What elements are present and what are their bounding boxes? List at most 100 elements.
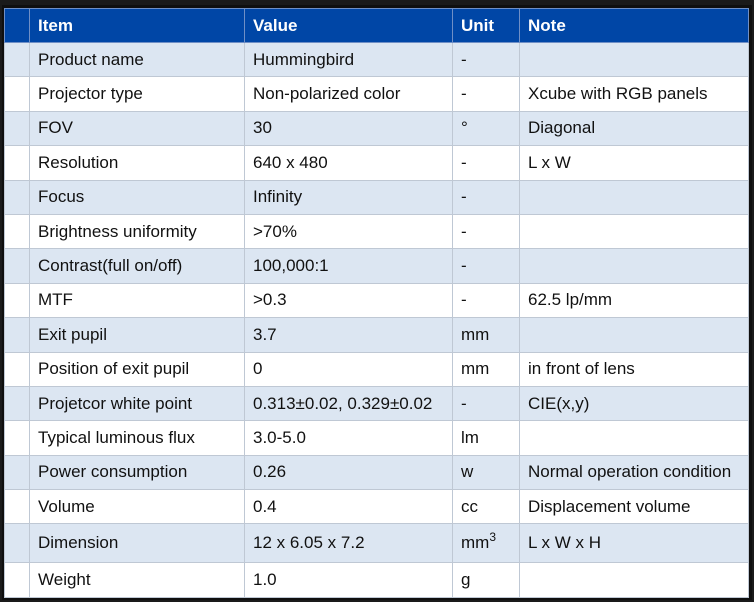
cell-value: 0.4 <box>244 489 453 525</box>
cell-note-text: Diagonal <box>528 118 596 138</box>
cell-unit: mm <box>452 351 520 387</box>
cell-unit-text: - <box>461 221 467 241</box>
cell-item: Power consumption <box>29 454 245 491</box>
cell-value: 12 x 6.05 x 7.2 <box>244 523 453 564</box>
cell-value-text: 12 x 6.05 x 7.2 <box>253 533 365 553</box>
table-row: Volume 0.4 cc Displacement volume <box>4 489 749 525</box>
row-spacer-cell <box>4 420 30 456</box>
cell-note: Normal operation condition <box>519 454 749 491</box>
cell-note-text: CIE(x,y) <box>528 393 590 413</box>
table-row: Dimension 12 x 6.05 x 7.2 mm3 L x W x H <box>4 523 749 564</box>
cell-unit-text: w <box>461 462 474 482</box>
row-spacer-cell <box>4 41 30 78</box>
table-row: Weight 1.0 g <box>4 562 749 598</box>
row-spacer-cell <box>4 213 30 250</box>
row-spacer-cell <box>4 145 30 181</box>
row-spacer-cell <box>4 248 30 284</box>
row-spacer-cell <box>4 385 30 422</box>
cell-unit-text: - <box>461 393 467 413</box>
cell-value: 3.7 <box>244 317 453 353</box>
cell-unit-text: mm <box>461 324 490 344</box>
cell-item: Weight <box>29 562 245 598</box>
cell-note <box>519 248 749 284</box>
table-row: Product name Hummingbird - <box>4 41 749 78</box>
cell-unit-text: cc <box>461 496 478 516</box>
table-row: FOV 30 ° Diagonal <box>4 110 749 147</box>
header-value: Value <box>244 8 453 43</box>
cell-item: MTF <box>29 282 245 319</box>
cell-value-text: 0.26 <box>253 462 287 482</box>
cell-value: 1.0 <box>244 562 453 598</box>
cell-item: Typical luminous flux <box>29 420 245 456</box>
cell-value-text: 30 <box>253 118 272 138</box>
cell-value-text: 3.7 <box>253 324 277 344</box>
cell-unit: g <box>452 562 520 598</box>
row-spacer-cell <box>4 179 30 215</box>
cell-item: Dimension <box>29 523 245 564</box>
cell-item-text: Dimension <box>38 533 119 553</box>
table-row: MTF >0.3 - 62.5 lp/mm <box>4 282 749 319</box>
cell-item: Focus <box>29 179 245 215</box>
cell-value-text: 0 <box>253 359 263 379</box>
cell-unit: ° <box>452 110 520 147</box>
cell-item-text: Focus <box>38 187 85 207</box>
cell-unit-text: mm <box>461 359 490 379</box>
table-row: Contrast(full on/off) 100,000:1 - <box>4 248 749 284</box>
cell-value-text: 3.0-5.0 <box>253 427 306 447</box>
cell-unit-text: - <box>461 187 467 207</box>
cell-value: >70% <box>244 213 453 250</box>
cell-value: 640 x 480 <box>244 145 453 181</box>
cell-note-text: L x W x H <box>528 533 602 553</box>
table-row: Projetcor white point 0.313±0.02, 0.329±0… <box>4 385 749 422</box>
cell-unit-text: - <box>461 256 467 276</box>
cell-item-text: Power consumption <box>38 462 188 482</box>
cell-value-text: 0.4 <box>253 496 277 516</box>
cell-item-text: Typical luminous flux <box>38 427 195 447</box>
cell-note-text: Normal operation condition <box>528 462 732 482</box>
cell-note: in front of lens <box>519 351 749 387</box>
cell-item: FOV <box>29 110 245 147</box>
cell-note: CIE(x,y) <box>519 385 749 422</box>
row-spacer-cell <box>4 523 30 564</box>
cell-item-text: Weight <box>38 570 91 590</box>
table-row: Projector type Non-polarized color - Xcube … <box>4 76 749 112</box>
row-spacer-cell <box>4 351 30 387</box>
cell-value: Hummingbird <box>244 41 453 78</box>
cell-unit-text: - <box>461 49 467 69</box>
cell-unit: - <box>452 76 520 112</box>
cell-item-text: FOV <box>38 118 73 138</box>
cell-note-text: L x W <box>528 152 571 172</box>
cell-value-text: 0.313±0.02, 0.329±0.02 <box>253 393 433 413</box>
row-spacer-cell <box>4 562 30 598</box>
cell-value-text: 1.0 <box>253 570 277 590</box>
cell-note <box>519 420 749 456</box>
cell-unit: - <box>452 41 520 78</box>
cell-value-text: 100,000:1 <box>253 256 329 276</box>
cell-item-text: Product name <box>38 49 144 69</box>
spec-table: Item Value Unit Note Product name Humming… <box>4 8 749 598</box>
cell-value: Non-polarized color <box>244 76 453 112</box>
cell-unit: - <box>452 282 520 319</box>
cell-value: 100,000:1 <box>244 248 453 284</box>
cell-note: L x W x H <box>519 523 749 564</box>
cell-unit-text: ° <box>461 118 468 138</box>
cell-note <box>519 41 749 78</box>
cell-value: Infinity <box>244 179 453 215</box>
table-row: Brightness uniformity >70% - <box>4 213 749 250</box>
cell-note-text: in front of lens <box>528 359 635 379</box>
cell-unit: mm3 <box>452 523 520 564</box>
cell-item: Projetcor white point <box>29 385 245 422</box>
table-row: Resolution 640 x 480 - L x W <box>4 145 749 181</box>
cell-note: 62.5 lp/mm <box>519 282 749 319</box>
cell-unit: cc <box>452 489 520 525</box>
table-row: Typical luminous flux 3.0-5.0 lm <box>4 420 749 456</box>
cell-item: Contrast(full on/off) <box>29 248 245 284</box>
cell-unit: - <box>452 248 520 284</box>
cell-item-text: Projector type <box>38 84 143 104</box>
cell-value: 0.313±0.02, 0.329±0.02 <box>244 385 453 422</box>
header-item: Item <box>29 8 245 43</box>
cell-unit: - <box>452 145 520 181</box>
cell-value: 0 <box>244 351 453 387</box>
cell-value-text: >70% <box>253 221 297 241</box>
row-spacer-cell <box>4 489 30 525</box>
